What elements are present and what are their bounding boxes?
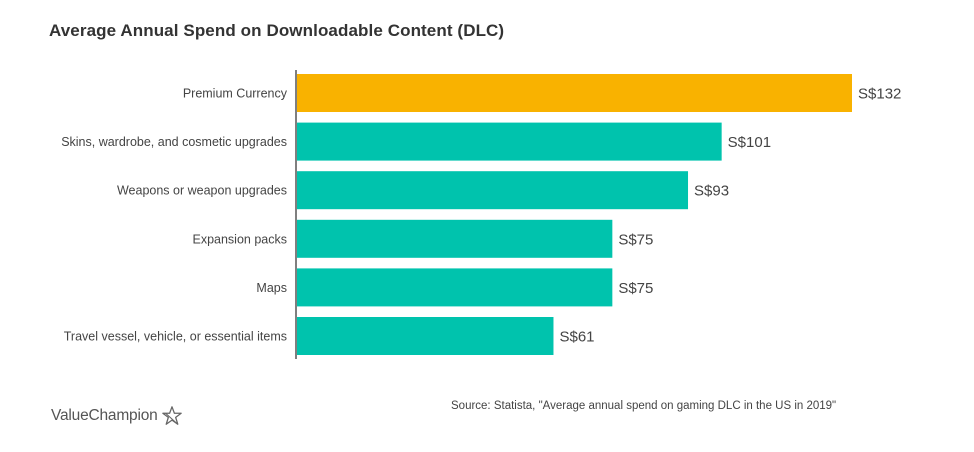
brand-logo: ValueChampion — [51, 405, 183, 427]
value-label: S$93 — [694, 183, 729, 200]
chart-title: Average Annual Spend on Downloadable Con… — [49, 21, 505, 40]
bar-3 — [297, 219, 613, 258]
bar-0 — [297, 74, 852, 112]
value-label: S$75 — [618, 231, 653, 248]
category-label: Travel vessel, vehicle, or essential ite… — [64, 330, 287, 344]
category-label: Weapons or weapon upgrades — [117, 184, 287, 198]
star-outline-icon — [161, 406, 182, 425]
bar-4 — [297, 268, 613, 307]
value-label: S$101 — [728, 134, 771, 151]
category-label: Skins, wardrobe, and cosmetic upgrades — [61, 135, 287, 149]
bars-group: Premium Currency S$132 Skins, wardrobe, an… — [61, 74, 901, 355]
bar-5 — [297, 317, 554, 355]
value-label: S$75 — [618, 280, 653, 297]
value-label: S$61 — [559, 329, 594, 346]
brand-name: ValueChampion — [51, 407, 158, 424]
category-label: Expansion packs — [192, 232, 287, 246]
source-note: Source: Statista, "Average annual spend … — [451, 400, 837, 412]
bar-1 — [297, 122, 722, 161]
value-label: S$132 — [858, 86, 901, 103]
category-label: Premium Currency — [183, 87, 288, 101]
bar-2 — [297, 171, 689, 210]
category-label: Maps — [256, 281, 287, 295]
